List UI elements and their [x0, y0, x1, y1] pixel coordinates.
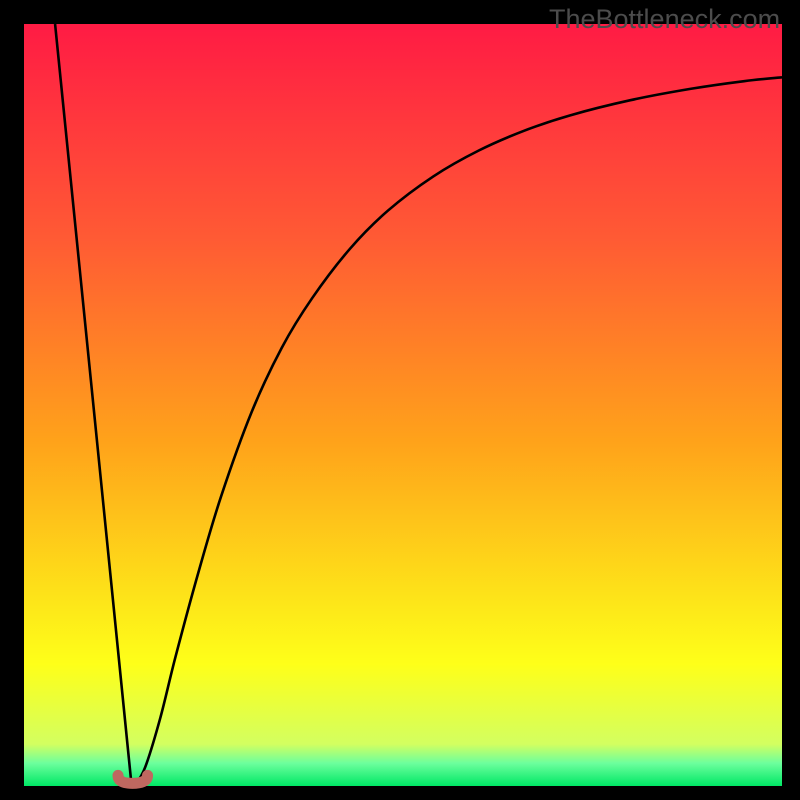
bottleneck-curve [55, 24, 782, 786]
chart-frame: TheBottleneck.com [0, 0, 800, 800]
curve-overlay [0, 0, 800, 800]
nub-marker [118, 775, 148, 783]
